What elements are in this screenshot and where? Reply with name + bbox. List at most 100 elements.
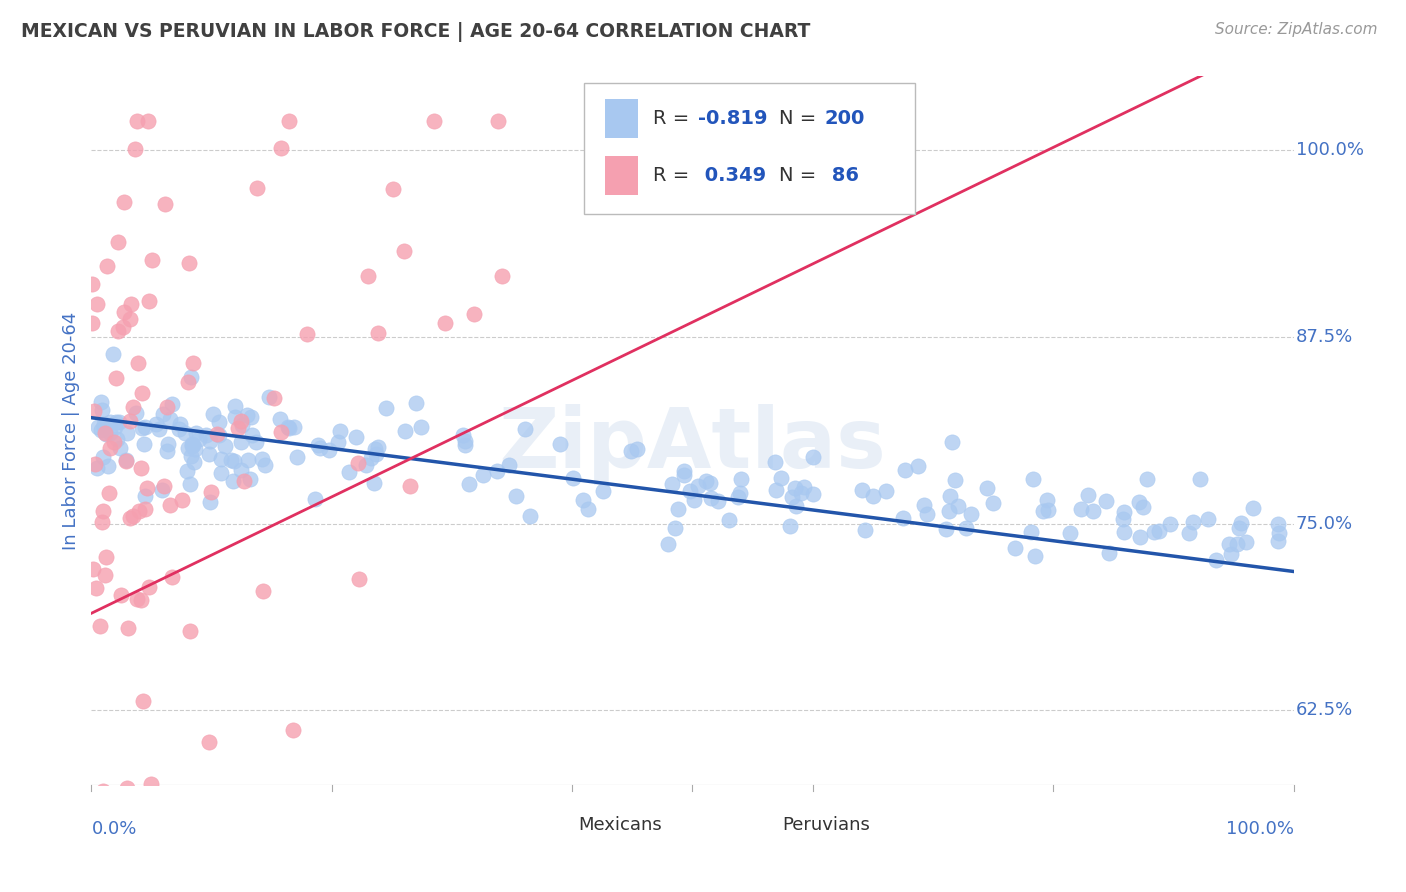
Point (98, 441, 121, 455)
Point (664, 520, 686, 534)
Text: N =: N = (779, 166, 823, 185)
Text: MEXICAN VS PERUVIAN IN LABOR FORCE | AGE 20-64 CORRELATION CHART: MEXICAN VS PERUVIAN IN LABOR FORCE | AGE… (21, 22, 810, 42)
Point (159, 498, 181, 512)
Point (1159, 517, 1181, 532)
Point (239, 472, 262, 486)
Point (110, 588, 132, 602)
Point (346, 456, 368, 470)
Point (434, 316, 457, 330)
Point (129, 460, 152, 475)
Point (683, 492, 706, 507)
Point (202, 407, 225, 421)
Point (304, 491, 326, 506)
Point (360, 451, 382, 466)
Point (97, 459, 120, 474)
Point (1268, 526, 1291, 541)
Point (179, 624, 201, 639)
Point (661, 476, 683, 491)
Point (1036, 502, 1059, 516)
Text: 75.0%: 75.0% (1296, 515, 1353, 533)
FancyBboxPatch shape (741, 811, 775, 838)
Text: 87.5%: 87.5% (1296, 328, 1353, 346)
Point (513, 422, 536, 436)
Point (222, 475, 245, 489)
Point (120, 511, 142, 525)
Point (1128, 494, 1150, 508)
Point (277, 113, 299, 128)
Point (240, 409, 263, 424)
Point (200, 484, 222, 499)
Point (82, 562, 104, 576)
Point (666, 501, 689, 516)
Point (278, 421, 301, 435)
Point (148, 422, 170, 436)
Point (519, 508, 541, 523)
Point (375, 401, 398, 415)
Point (132, 436, 155, 450)
Point (134, 501, 156, 516)
Point (356, 269, 378, 284)
Point (283, 723, 305, 737)
Point (1178, 525, 1201, 540)
Point (801, 487, 824, 501)
Point (105, 432, 128, 446)
Point (730, 472, 752, 486)
Point (111, 319, 134, 334)
Point (1112, 505, 1135, 519)
Point (491, 268, 513, 283)
Point (86, 297, 108, 311)
Point (915, 508, 938, 522)
Point (471, 468, 494, 483)
Point (686, 479, 709, 493)
Point (236, 452, 259, 467)
Point (399, 479, 422, 493)
Point (1129, 530, 1152, 544)
Point (87, 420, 110, 434)
Point (141, 253, 163, 268)
Point (548, 436, 571, 450)
Point (277, 420, 299, 434)
Point (84, 582, 107, 596)
Point (679, 483, 702, 498)
Point (124, 142, 146, 156)
Point (221, 453, 243, 467)
Point (183, 455, 205, 469)
Point (976, 482, 998, 496)
Point (941, 434, 963, 449)
Point (1143, 524, 1166, 539)
Point (1004, 541, 1026, 555)
Point (626, 442, 648, 457)
Point (1132, 500, 1154, 515)
Text: 100.0%: 100.0% (1296, 142, 1364, 160)
Point (392, 244, 415, 258)
Point (326, 435, 349, 450)
Point (104, 371, 127, 385)
FancyBboxPatch shape (585, 83, 915, 214)
Point (1112, 511, 1135, 525)
Point (226, 420, 249, 434)
Point (131, 386, 153, 401)
Point (134, 490, 156, 504)
Point (98, 415, 121, 429)
Point (1021, 524, 1043, 539)
Point (195, 428, 218, 442)
Point (790, 486, 813, 500)
Text: R =: R = (652, 166, 696, 185)
Point (89, 618, 111, 632)
Point (167, 422, 190, 436)
Point (257, 390, 280, 404)
Point (153, 197, 176, 211)
Point (620, 443, 643, 458)
Point (363, 475, 385, 490)
Point (231, 463, 253, 477)
Point (1241, 500, 1264, 515)
Text: ZipAtlas: ZipAtlas (499, 404, 886, 485)
Point (104, 419, 127, 434)
Point (177, 255, 200, 269)
Point (453, 438, 475, 452)
Point (983, 496, 1005, 510)
Point (1267, 517, 1289, 532)
Point (782, 490, 804, 504)
Point (245, 434, 267, 449)
Point (1081, 504, 1104, 518)
